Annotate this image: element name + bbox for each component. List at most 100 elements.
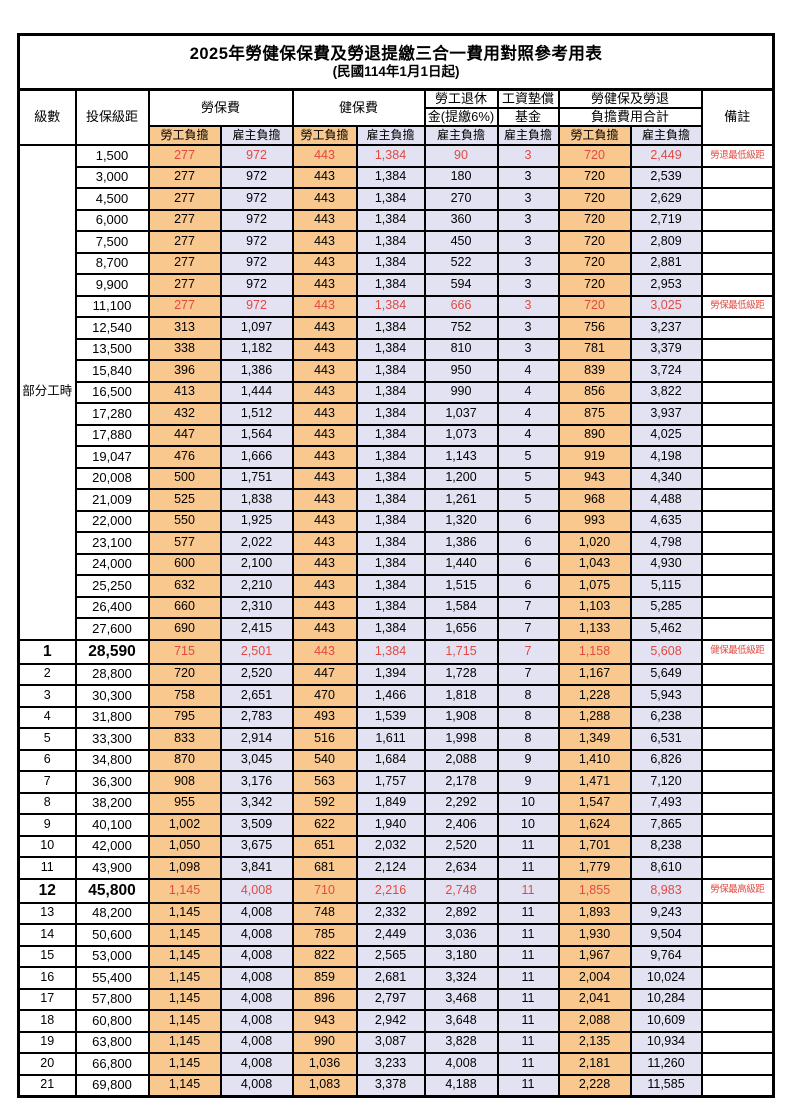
reference-table-sheet: 2025年勞健保保費及勞退提繳三合一費用對照參考用表 (民國114年1月1日起)… — [16, 33, 776, 1098]
cell-bracket: 15,840 — [74, 359, 150, 383]
cell-value: 5,285 — [629, 595, 703, 619]
cell-value: 972 — [219, 144, 294, 168]
cell-value: 822 — [291, 944, 358, 968]
cell-value: 2,797 — [355, 987, 426, 1011]
cell-value: 1,384 — [355, 488, 426, 512]
table-row: 12,540 313 1,097 443 1,384 752 3 756 3,237 — [19, 316, 775, 340]
cell-value: 9 — [496, 770, 560, 794]
cell-remark — [700, 402, 775, 426]
cell-value: 443 — [291, 488, 358, 512]
cell-value: 447 — [147, 423, 222, 447]
cell-level: 17 — [17, 987, 77, 1011]
cell-value: 2,406 — [423, 813, 499, 837]
cell-value: 1,930 — [557, 923, 632, 947]
cell-value: 4,008 — [219, 944, 294, 968]
cell-value: 720 — [557, 294, 632, 318]
cell-level: 1 — [17, 638, 77, 665]
cell-value: 720 — [147, 662, 222, 686]
table-row: 20 66,800 1,145 4,008 1,036 3,233 4,008 11 2,181… — [17, 1052, 775, 1076]
cell-value: 859 — [291, 966, 358, 990]
cell-value: 10 — [496, 791, 560, 815]
table-row: 12 45,800 1,145 4,008 710 2,216 2,748 11 1,855 8,… — [17, 877, 775, 904]
table-row: 11 43,900 1,098 3,841 681 2,124 2,634 11 1,779 8,… — [17, 856, 775, 880]
table-row: 6,000 277 972 443 1,384 360 3 720 2,719 — [19, 208, 775, 232]
cell-value: 3,648 — [423, 1009, 499, 1033]
cell-value: 1,288 — [557, 705, 632, 729]
cell-value: 2,520 — [423, 834, 499, 858]
cell-value: 4,008 — [219, 987, 294, 1011]
cell-value: 1,020 — [557, 531, 632, 555]
cell-value: 4,008 — [219, 1073, 294, 1097]
cell-remark — [700, 230, 775, 254]
cell-value: 4 — [496, 402, 560, 426]
cell-value: 9,764 — [629, 944, 703, 968]
cell-remark — [700, 684, 775, 708]
cell-value: 4 — [496, 359, 560, 383]
cell-value: 360 — [423, 208, 499, 232]
cell-value: 11 — [496, 901, 560, 925]
cell-remark — [700, 834, 775, 858]
cell-value: 6,238 — [629, 705, 703, 729]
cell-value: 11,260 — [629, 1052, 703, 1076]
cell-value: 4,198 — [629, 445, 703, 469]
cell-value: 592 — [291, 791, 358, 815]
cell-value: 540 — [291, 748, 358, 772]
page-title: 2025年勞健保保費及勞退提繳三合一費用對照參考用表 — [189, 44, 603, 63]
cell-bracket: 12,540 — [74, 316, 150, 340]
table-row: 15,840 396 1,386 443 1,384 950 4 839 3,724 — [19, 359, 775, 383]
cell-value: 1,349 — [557, 727, 632, 751]
cell-value: 1,384 — [355, 316, 426, 340]
cell-value: 758 — [147, 684, 222, 708]
cell-value: 443 — [291, 337, 358, 361]
cell-level: 7 — [17, 770, 77, 794]
cell-value: 756 — [557, 316, 632, 340]
cell-value: 972 — [219, 208, 294, 232]
cell-bracket: 17,880 — [74, 423, 150, 447]
cell-value: 666 — [423, 294, 499, 318]
table-body: 部分工時 1,500 277 972 443 1,384 90 3 720 2,449 勞退最低級距… — [17, 144, 775, 1097]
cell-value: 690 — [147, 617, 222, 641]
cell-value: 919 — [557, 445, 632, 469]
cell-value: 1,075 — [557, 574, 632, 598]
table-row: 17,280 432 1,512 443 1,384 1,037 4 875 3,937 — [19, 402, 775, 426]
cell-value: 2,228 — [557, 1073, 632, 1097]
cell-value: 277 — [147, 187, 222, 211]
cell-value: 2,892 — [423, 901, 499, 925]
cell-value: 4,008 — [219, 966, 294, 990]
cell-value: 9,504 — [629, 923, 703, 947]
cell-level: 6 — [17, 748, 77, 772]
cell-level: 14 — [17, 923, 77, 947]
page-subtitle: (民國114年1月1日起) — [332, 63, 460, 79]
cell-remark — [700, 791, 775, 815]
cell-remark — [700, 445, 775, 469]
cell-value: 277 — [147, 273, 222, 297]
cell-value: 443 — [291, 423, 358, 447]
cell-value: 1,103 — [557, 595, 632, 619]
cell-value: 3,233 — [355, 1052, 426, 1076]
cell-value: 1,547 — [557, 791, 632, 815]
cell-value: 500 — [147, 466, 222, 490]
cell-value: 1,656 — [423, 617, 499, 641]
cell-value: 1,384 — [355, 144, 426, 168]
part-time-label: 部分工時 — [17, 144, 77, 641]
cell-value: 1,143 — [423, 445, 499, 469]
cell-value: 277 — [147, 208, 222, 232]
cell-value: 2,415 — [219, 617, 294, 641]
table-row: 8 38,200 955 3,342 592 1,849 2,292 10 1,547 7,493 — [17, 791, 775, 815]
cell-value: 2,681 — [355, 966, 426, 990]
cell-remark — [700, 923, 775, 947]
cell-value: 2,310 — [219, 595, 294, 619]
cell-value: 6 — [496, 552, 560, 576]
cell-value: 1,757 — [355, 770, 426, 794]
cell-value: 990 — [291, 1030, 358, 1054]
cell-remark — [700, 187, 775, 211]
cell-value: 1,666 — [219, 445, 294, 469]
cell-value: 443 — [291, 509, 358, 533]
cell-value: 1,818 — [423, 684, 499, 708]
cell-bracket: 34,800 — [74, 748, 150, 772]
cell-value: 1,394 — [355, 662, 426, 686]
cell-value: 3,087 — [355, 1030, 426, 1054]
cell-remark — [700, 662, 775, 686]
cell-value: 10,934 — [629, 1030, 703, 1054]
subheader-employer: 雇主負擔 — [496, 125, 560, 146]
